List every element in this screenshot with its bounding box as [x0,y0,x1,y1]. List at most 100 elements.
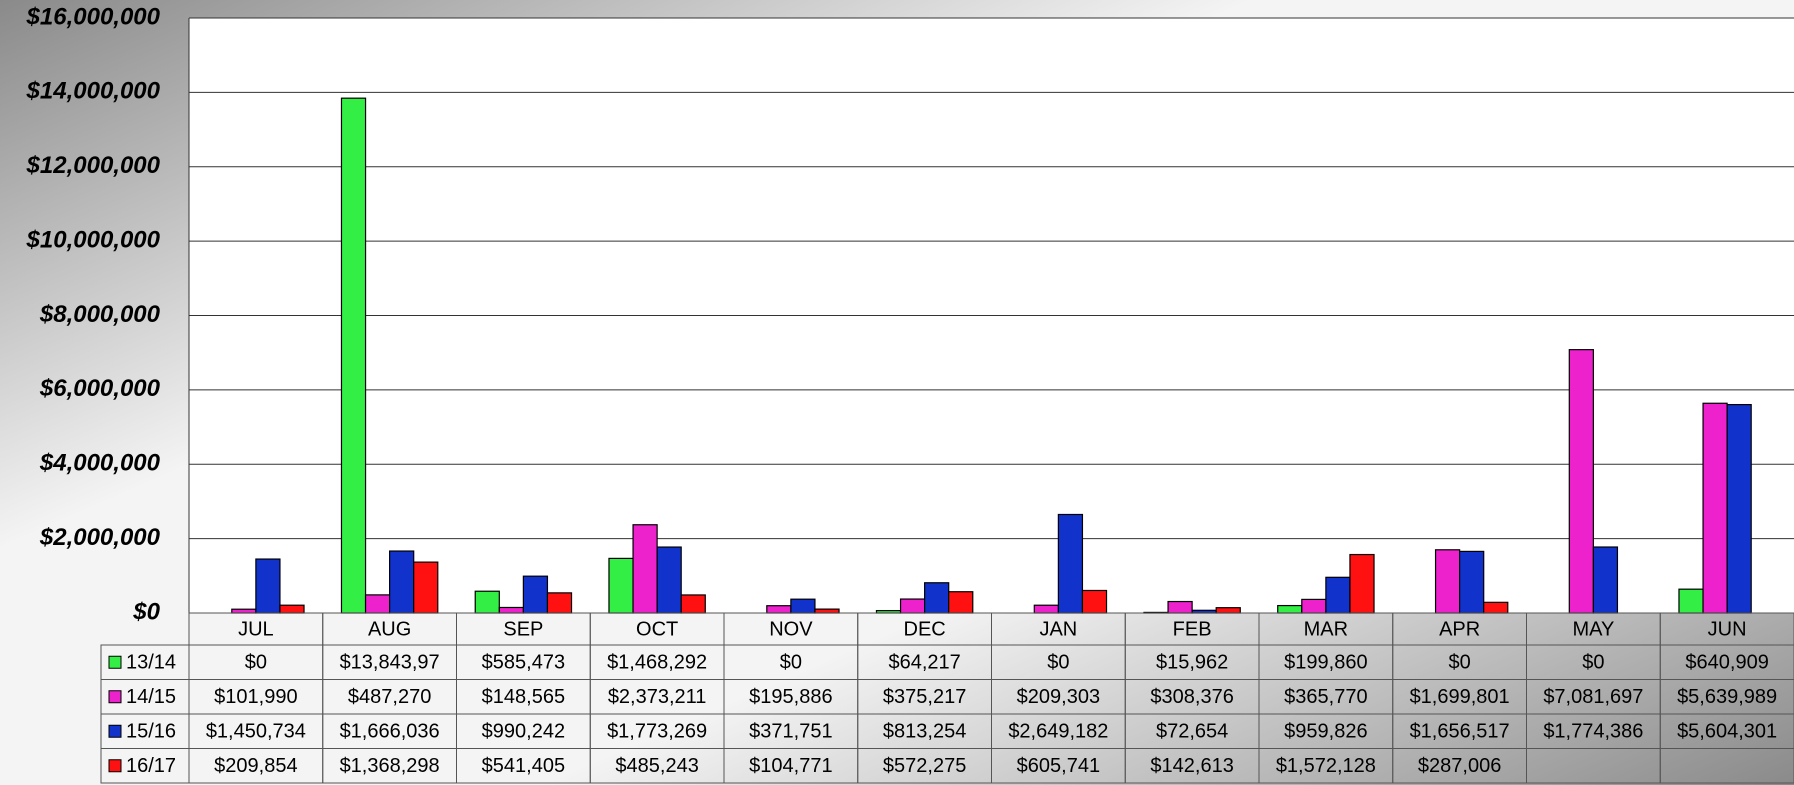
data-label: $101,990 [214,686,297,708]
data-label: $0 [245,652,267,674]
bar [899,598,926,614]
data-label: $7,081,697 [1543,686,1643,708]
bar [498,606,524,614]
data-label: $15,962 [1156,652,1228,674]
data-label: $209,303 [1017,686,1100,708]
legend-swatch [108,690,122,704]
data-label: $640,909 [1685,652,1768,674]
data-label: $209,854 [214,755,297,777]
bar [1592,546,1619,614]
data-label: $813,254 [883,721,966,743]
data-label: $5,639,989 [1677,686,1777,708]
bar [948,591,974,614]
legend-label: 16/17 [126,755,176,777]
x-tick-label: JUN [1708,618,1747,640]
bar [608,557,634,614]
data-label: $287,006 [1418,755,1501,777]
x-tick-label: NOV [769,618,813,640]
bar [340,97,367,614]
bar [766,605,792,614]
x-tick-label: MAR [1304,618,1348,640]
bar [1301,598,1327,614]
bar [1678,588,1704,614]
data-label: $375,217 [883,686,966,708]
bar [231,608,257,614]
legend-swatch [108,655,122,669]
bar [1057,513,1084,614]
bar [1277,604,1303,614]
data-label: $72,654 [1156,721,1228,743]
x-tick-label: APR [1439,618,1480,640]
bar [1568,349,1594,614]
data-label: $365,770 [1284,686,1367,708]
data-label: $585,473 [482,652,565,674]
bar [814,608,840,614]
data-label: $2,649,182 [1008,721,1108,743]
bar [413,561,439,614]
bar [546,592,573,614]
bar [1033,604,1059,614]
bar [1459,550,1485,614]
x-tick-label: MAY [1572,618,1614,640]
y-tick-label: $8,000,000 [39,301,161,328]
data-label: $487,270 [348,686,431,708]
y-tick-label: $14,000,000 [26,78,161,105]
x-tick-label: OCT [636,618,678,640]
bar [522,575,549,614]
x-tick-label: DEC [904,618,946,640]
data-label: $1,368,298 [340,755,440,777]
y-tick-label: $12,000,000 [26,152,161,179]
bar [656,546,682,614]
data-label: $572,275 [883,755,966,777]
data-label: $1,774,386 [1543,721,1643,743]
data-label: $541,405 [482,755,565,777]
bar [632,524,658,614]
y-tick-label: $0 [132,598,160,625]
data-label: $1,450,734 [206,721,306,743]
y-tick-label: $6,000,000 [39,375,161,402]
data-label: $959,826 [1284,721,1367,743]
legend-label: 13/14 [126,652,176,674]
x-tick-label: JAN [1039,618,1077,640]
data-label: $371,751 [749,721,832,743]
data-label: $199,860 [1284,652,1367,674]
y-tick-label: $2,000,000 [39,524,161,551]
legend-swatch [108,759,122,773]
bar [389,550,415,614]
legend-swatch [108,724,122,738]
data-label: $64,217 [888,652,960,674]
x-tick-label: AUG [368,618,411,640]
bar [1483,601,1509,614]
data-label: $2,373,211 [608,686,707,708]
bar [364,594,391,614]
bar [1434,549,1461,614]
y-tick-label: $16,000,000 [26,3,161,30]
data-label: $0 [780,652,802,674]
bar [279,604,305,614]
data-label: $1,656,517 [1410,721,1510,743]
y-tick-label: $4,000,000 [39,450,161,477]
data-label: $0 [1449,652,1471,674]
data-label: $0 [1047,652,1069,674]
bar [1349,553,1375,614]
bar [1215,607,1241,614]
data-label: $1,468,292 [607,652,707,674]
bar [924,582,950,614]
data-label: $104,771 [749,755,832,777]
x-tick-label: JUL [238,618,274,640]
data-label: $990,242 [482,721,565,743]
data-label: $1,666,036 [340,721,440,743]
data-label: $1,773,269 [607,721,707,743]
bar [1325,576,1351,614]
data-label: $142,613 [1150,755,1233,777]
data-label: $195,886 [749,686,832,708]
data-label: $13,843,97 [340,652,440,674]
bar [474,590,500,614]
legend-label: 14/15 [126,686,176,708]
data-label: $605,741 [1017,755,1100,777]
legend-label: 15/16 [126,721,176,743]
y-tick-label: $10,000,000 [26,226,161,253]
bar [1726,403,1752,614]
